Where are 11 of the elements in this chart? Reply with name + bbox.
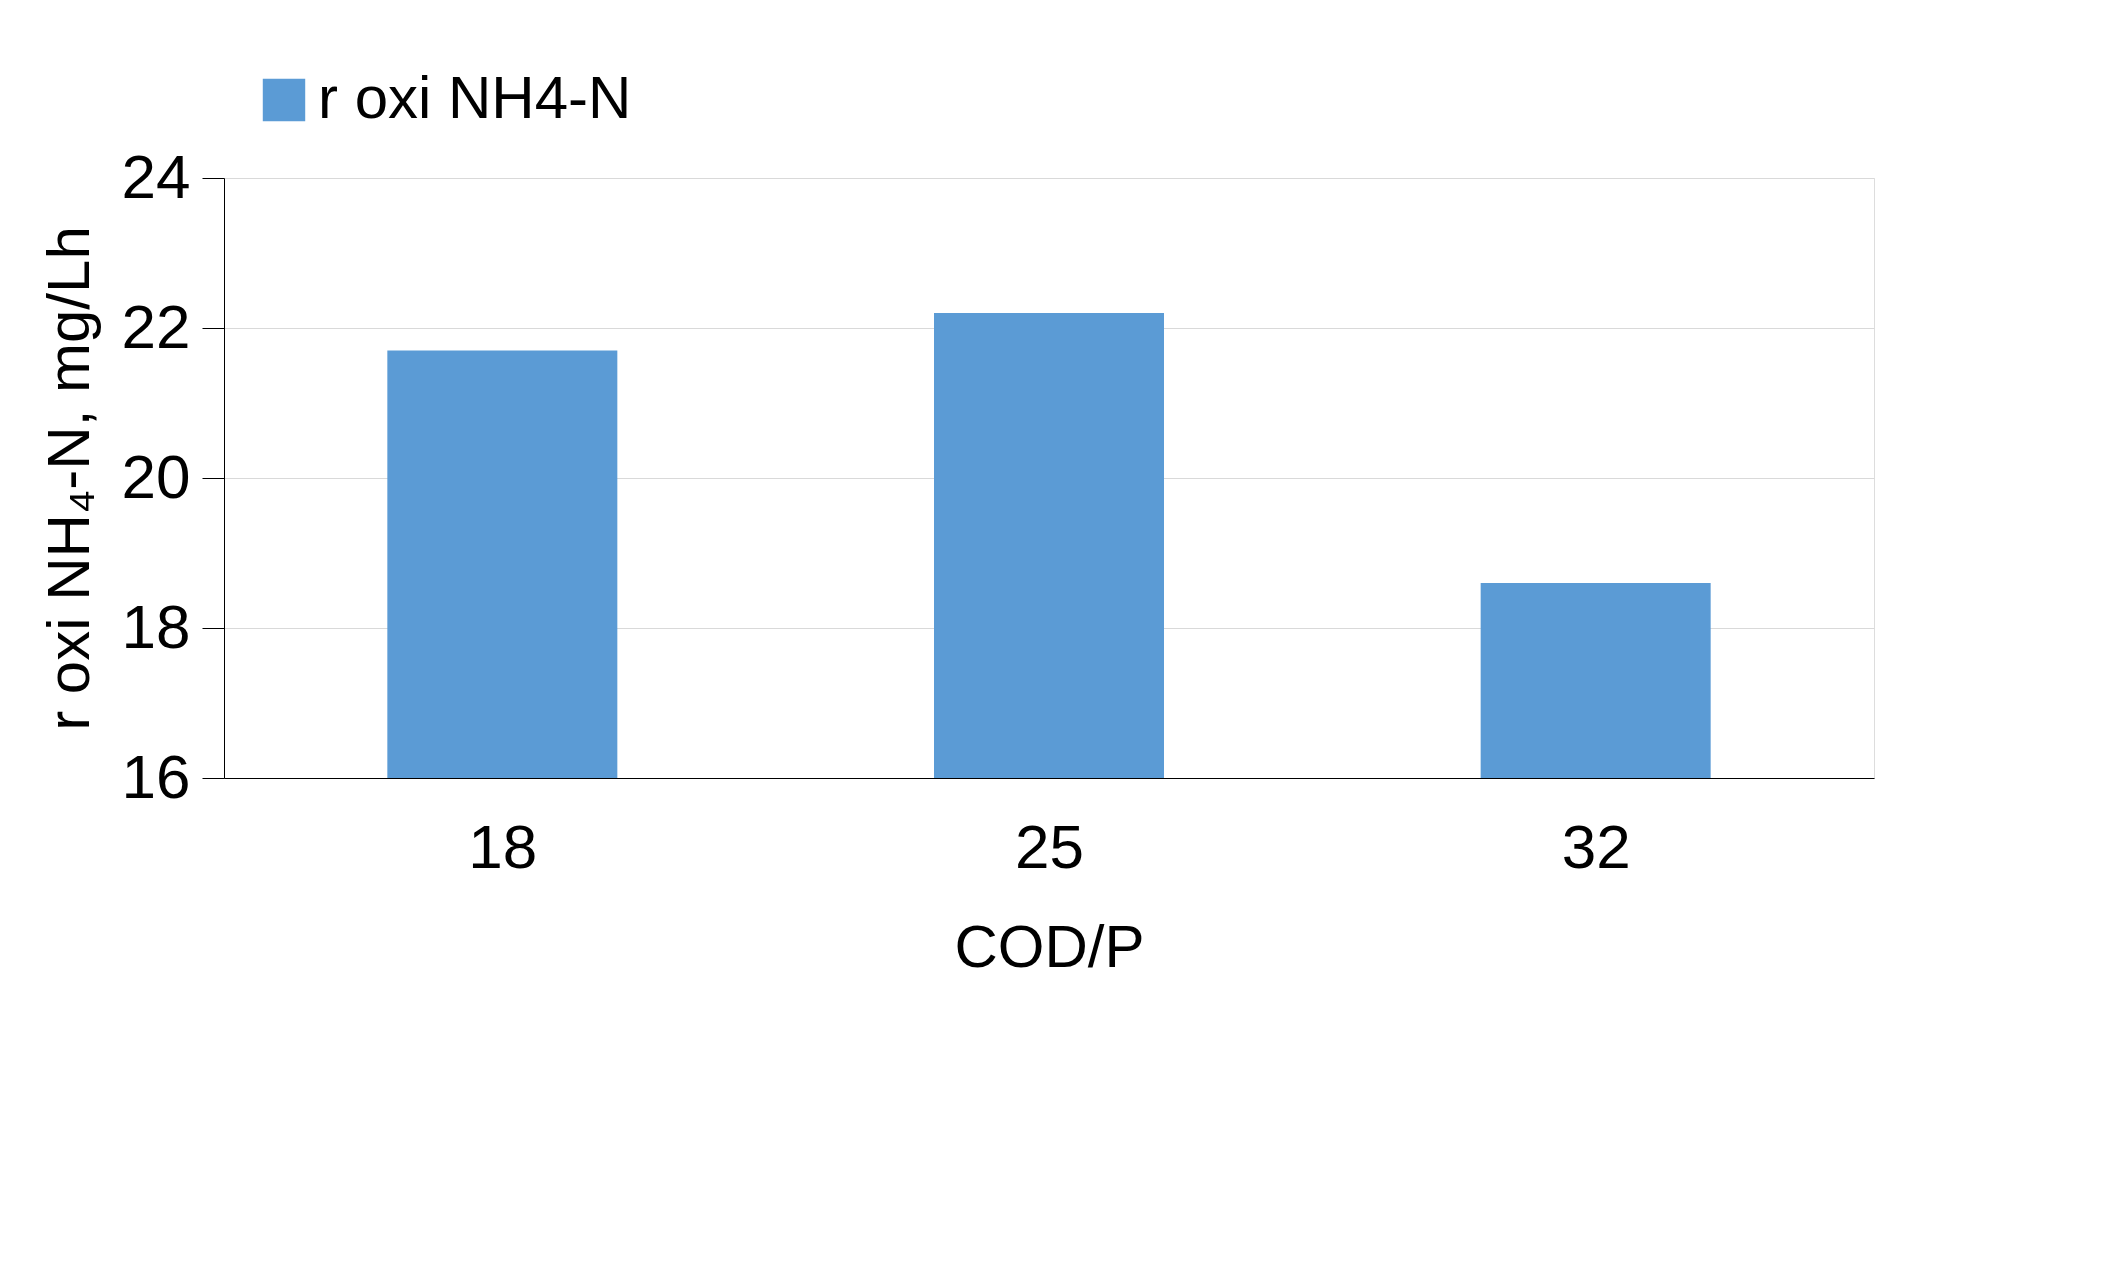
x-tick-label: 25 [1015,811,1084,881]
y-tick-label: 16 [121,741,191,811]
y-tick-label: 22 [121,291,191,361]
x-tick-label: 18 [468,811,538,881]
y-tick-label: 18 [121,591,191,661]
y-tick-label: 24 [121,141,191,211]
x-axis-title: COD/P [954,912,1145,980]
legend-label: r oxi NH4-N [318,64,632,131]
y-axis-title: r oxi NH₄-N, mg/Lh [34,226,102,731]
y-tick-label: 20 [121,441,191,511]
x-tick-label: 32 [1561,811,1631,881]
